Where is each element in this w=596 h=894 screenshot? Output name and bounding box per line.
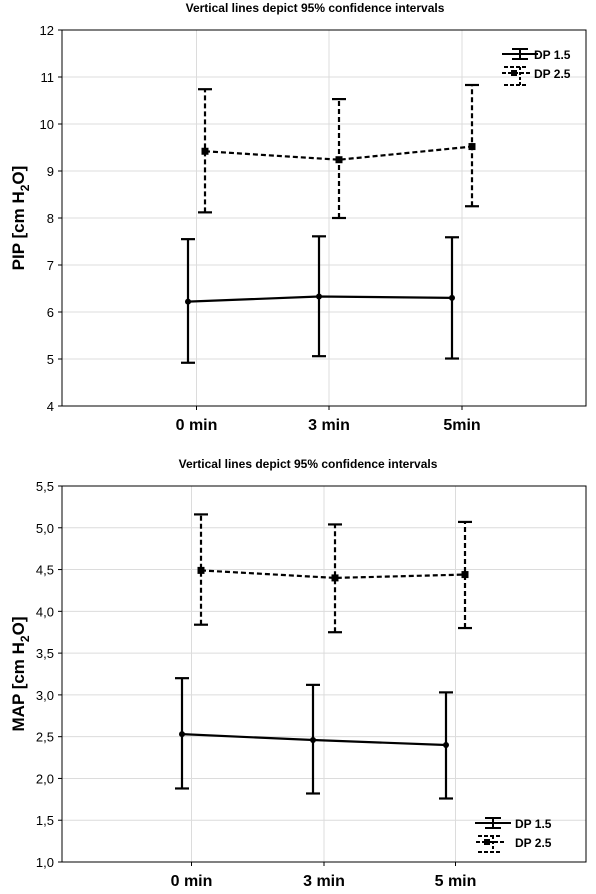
pip-y-tick-label: 12 — [40, 23, 54, 38]
pip-y-axis-label: PIP [cm H2O] — [9, 166, 32, 271]
pip-y-tick-label: 7 — [47, 258, 54, 273]
pip-y-axis-label-main: PIP [cm H — [9, 191, 28, 270]
map-dp15-point — [310, 737, 316, 744]
pip-legend-dp25-label: DP 2.5 — [534, 67, 571, 81]
pip-x-tick-labels: 0 min 3 min 5min — [176, 417, 481, 434]
map-legend-dp15-label: DP 1.5 — [515, 817, 552, 831]
map-plot-frame — [61, 485, 587, 863]
map-y-tick-label: 2,0 — [36, 771, 54, 786]
map-y-tick-label: 3,5 — [36, 646, 54, 661]
map-dp15-point — [443, 742, 449, 749]
pip-x-tick-label: 0 min — [176, 417, 218, 434]
pip-y-tick-label: 5 — [47, 352, 54, 367]
pip-chart: Vertical lines depict 95% confidence int… — [9, 1, 587, 434]
pip-y-axis-label-end: O] — [9, 166, 28, 185]
map-dp25-errorbar — [458, 520, 472, 630]
map-dp25-errorbar — [328, 523, 342, 634]
map-y-axis-label-end: O] — [9, 616, 28, 635]
pip-dp25-point — [335, 156, 343, 164]
pip-y-tick-label: 11 — [41, 70, 55, 85]
map-gridlines — [58, 485, 586, 866]
pip-dp25-point — [468, 143, 476, 151]
pip-legend-dp15-label: DP 1.5 — [534, 48, 571, 62]
map-y-tick-label: 3,0 — [36, 688, 54, 703]
pip-legend: DP 1.5 DP 2.5 — [502, 48, 571, 86]
map-y-axis-label-subscript: 2 — [18, 635, 32, 642]
pip-dp15-point — [185, 298, 191, 305]
pip-dp15-point — [449, 294, 455, 301]
pip-y-tick-label: 4 — [47, 399, 54, 414]
map-x-tick-label: 3 min — [303, 873, 345, 889]
map-dp25-line — [200, 569, 466, 580]
pip-dp15-point — [316, 293, 322, 300]
pip-chart-title: Vertical lines depict 95% confidence int… — [186, 1, 445, 15]
map-chart: Vertical lines depict 95% confidence int… — [9, 457, 587, 890]
pip-legend-dp15-symbol — [502, 48, 538, 60]
map-dp15-point — [179, 731, 185, 738]
map-y-tick-label: 1,0 — [36, 855, 54, 870]
pip-dp25-line — [204, 145, 473, 161]
map-dp25-point — [461, 571, 469, 579]
pip-y-tick-labels: 4 5 6 7 8 9 10 11 12 — [40, 23, 54, 414]
pip-y-tick-label: 8 — [47, 211, 54, 226]
map-series — [175, 513, 472, 800]
map-legend-dp25-symbol — [476, 835, 506, 853]
pip-y-axis-label-subscript: 2 — [18, 184, 32, 191]
pip-y-tick-label: 6 — [47, 305, 54, 320]
map-y-tick-labels: 1,0 1,5 2,0 2,5 3,0 3,5 4,0 4,5 5,0 5,5 — [36, 479, 54, 870]
map-y-tick-label: 2,5 — [36, 730, 54, 745]
map-dp25-point — [331, 574, 339, 582]
pip-dp25-errorbar — [198, 88, 212, 214]
map-chart-title: Vertical lines depict 95% confidence int… — [179, 457, 438, 471]
map-x-tick-label: 0 min — [171, 873, 213, 889]
pip-legend-dp25-symbol — [502, 66, 532, 86]
map-dp25-errorbar — [194, 513, 208, 626]
pip-gridlines — [58, 29, 586, 410]
pip-series — [181, 83, 479, 364]
map-y-tick-label: 5,5 — [36, 479, 54, 494]
map-y-tick-label: 4,5 — [36, 563, 54, 578]
pip-dp25-point — [201, 147, 209, 155]
pip-x-tick-label: 3 min — [308, 417, 350, 434]
map-y-tick-label: 4,0 — [36, 604, 54, 619]
pip-y-tick-label: 9 — [47, 164, 54, 179]
pip-y-tick-label: 10 — [40, 117, 54, 132]
map-y-tick-label: 5,0 — [36, 521, 54, 536]
map-x-tick-labels: 0 min 3 min 5 min — [171, 873, 477, 890]
map-y-axis-label: MAP [cm H2O] — [9, 616, 32, 731]
map-dp25-point — [197, 566, 205, 574]
pip-plot-frame — [61, 29, 587, 407]
map-y-axis-label-main: MAP [cm H — [9, 642, 28, 731]
map-legend-dp15-symbol — [475, 817, 511, 829]
map-y-tick-label: 1,5 — [36, 813, 54, 828]
map-legend: DP 1.5 DP 2.5 — [475, 817, 552, 853]
map-legend-dp25-label: DP 2.5 — [515, 836, 552, 850]
pip-x-tick-label: 5min — [443, 417, 480, 434]
map-x-tick-label: 5 min — [435, 873, 477, 889]
